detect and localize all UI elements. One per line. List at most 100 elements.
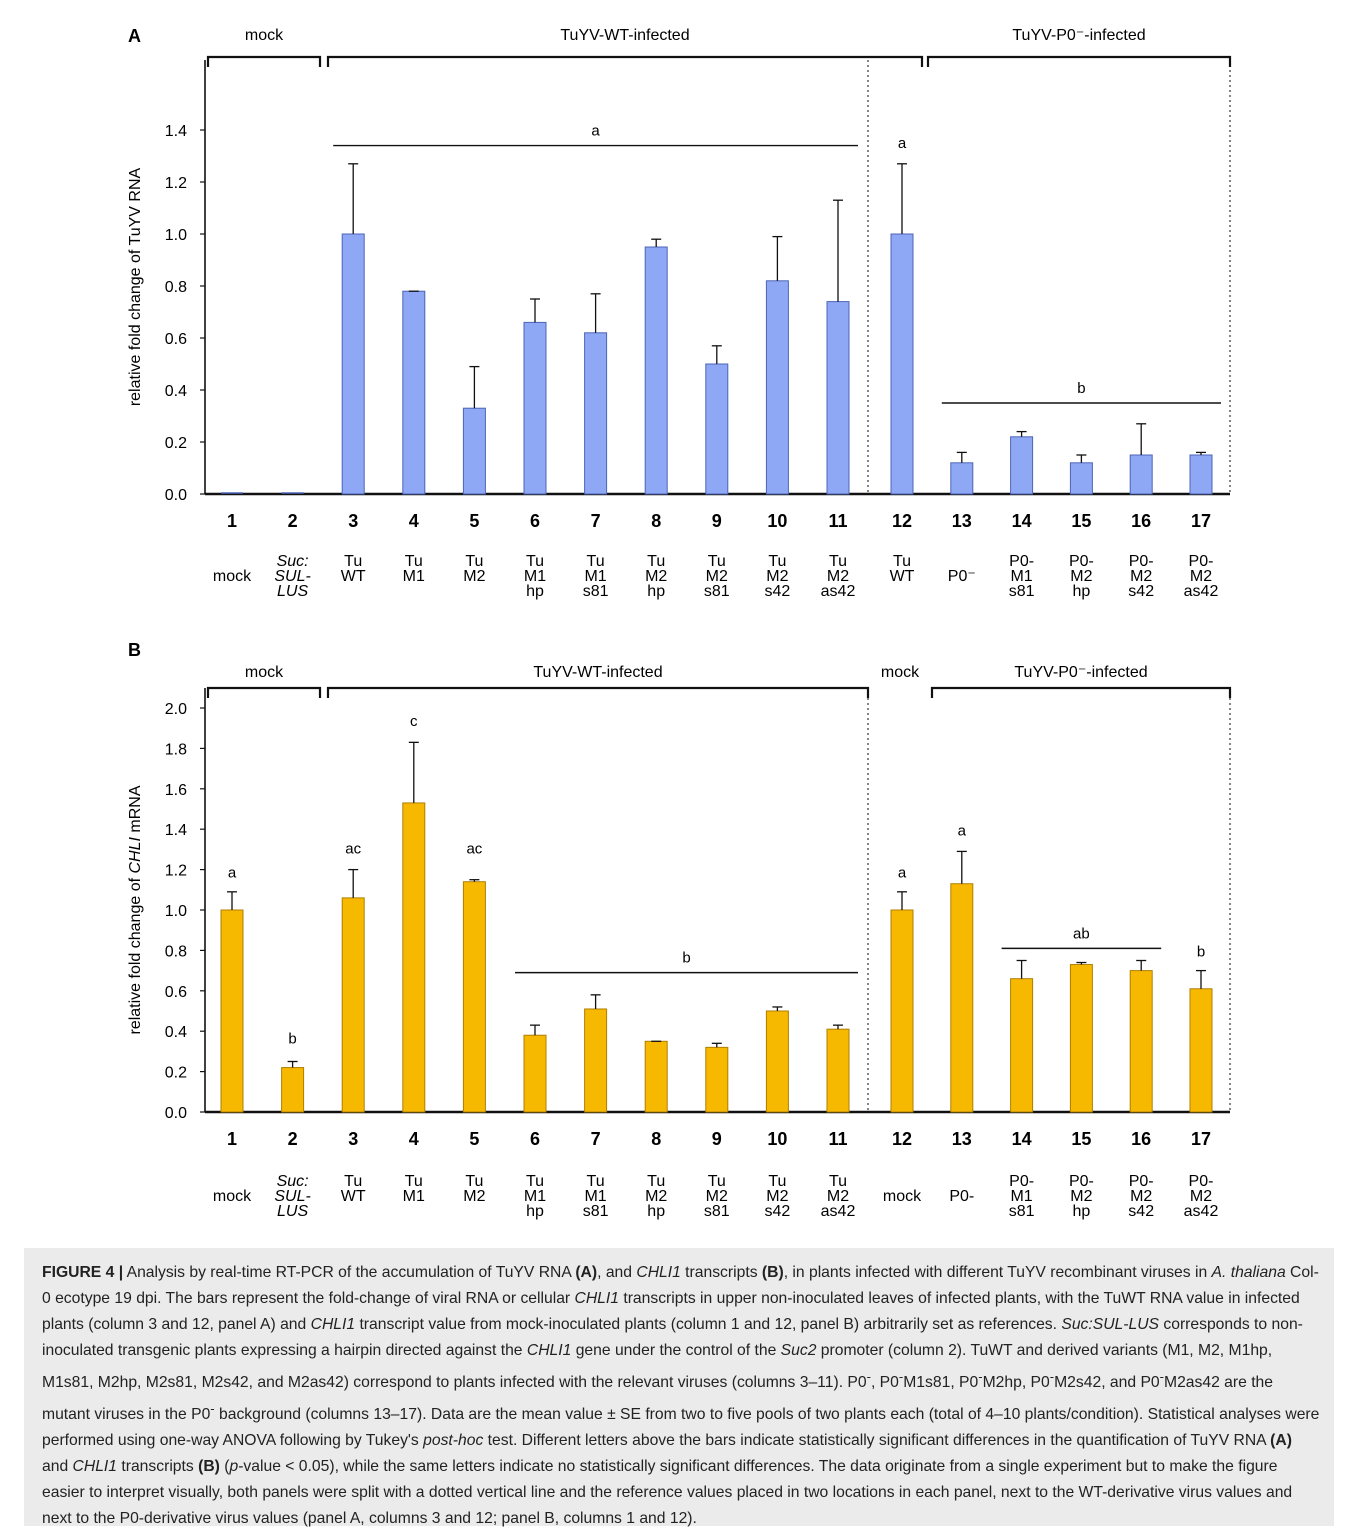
column-label: M2 (706, 1188, 728, 1205)
column-label: s81 (704, 583, 730, 600)
group-label: TuYV-WT-infected (560, 27, 689, 44)
group-label: mock (245, 27, 284, 44)
bar (890, 233, 914, 495)
column-number: 11 (828, 511, 847, 531)
bar (220, 909, 244, 1113)
figure-svg: A 0.0 0.2 0.4 0.6 0.8 1.0 1.2 1.4 relative fold c… (127, 26, 1232, 1220)
column-label: mock (883, 1188, 922, 1205)
significance-letter: a (591, 123, 600, 140)
group-bracket (206, 686, 322, 698)
column-label: M2 (766, 1188, 788, 1205)
column-number: 7 (591, 511, 601, 531)
bar (341, 233, 365, 495)
column-label: Tu (647, 1173, 665, 1190)
column-label: M1 (524, 568, 546, 585)
column-label: M2 (827, 1188, 849, 1205)
column-number: 3 (348, 511, 358, 531)
bar (1129, 970, 1153, 1113)
column-label: Tu (647, 553, 665, 570)
column-number: 1 (227, 511, 237, 531)
column-label: Tu (344, 1173, 362, 1190)
bar (1010, 436, 1034, 495)
bar (950, 462, 974, 495)
column-number: 10 (767, 511, 787, 531)
column-label: Tu (768, 1173, 786, 1190)
column-label: SUL- (274, 568, 310, 585)
bar (1069, 964, 1093, 1113)
bar (281, 1067, 305, 1113)
column-label: M2 (827, 568, 849, 585)
column-label: M2 (1070, 1188, 1092, 1205)
y-tick-label: 1.6 (165, 782, 187, 799)
group-bracket (326, 55, 924, 67)
column-label: SUL- (274, 1188, 310, 1205)
column-number: 17 (1191, 511, 1211, 531)
y-tick-label: 0.8 (165, 943, 187, 960)
column-number: 4 (409, 511, 419, 531)
bar (644, 1040, 668, 1113)
bar (1010, 978, 1034, 1113)
group-label: TuYV-P0⁻-infected (1012, 27, 1145, 44)
column-label: hp (647, 583, 665, 600)
column-label: s42 (1128, 583, 1154, 600)
column-label: s81 (583, 1203, 609, 1220)
column-label: P0- (1009, 553, 1034, 570)
column-number: 6 (530, 511, 540, 531)
group-label: TuYV-WT-infected (533, 664, 662, 681)
column-label: P0- (1129, 1173, 1154, 1190)
significance-letter: c (410, 713, 418, 730)
figure-caption: FIGURE 4 | Analysis by real-time RT-PCR … (24, 1248, 1334, 1527)
column-number: 5 (469, 511, 479, 531)
y-tick-label: 1.2 (165, 863, 187, 880)
column-label: hp (526, 583, 544, 600)
column-number: 13 (952, 511, 972, 531)
y-tick-label: 1.4 (165, 123, 187, 140)
column-number: 13 (952, 1129, 972, 1149)
column-label: WT (341, 568, 366, 585)
column-number: 12 (892, 511, 912, 531)
y-tick-label: 0.4 (165, 383, 187, 400)
significance-letter: a (958, 822, 967, 839)
column-label: M2 (1070, 568, 1092, 585)
group-bracket (926, 55, 1232, 67)
column-label: M2 (766, 568, 788, 585)
column-label: P0- (1189, 1173, 1214, 1190)
column-label: P0- (949, 1188, 974, 1205)
column-label: s42 (765, 583, 791, 600)
column-label: Suc: (277, 1173, 309, 1190)
y-axis-label: relative fold change of CHLI mRNA (127, 785, 144, 1034)
column-label: M1 (524, 1188, 546, 1205)
column-label: M1 (1010, 1188, 1032, 1205)
bar (402, 290, 426, 495)
y-tick-label: 0.8 (165, 279, 187, 296)
significance-letter: a (228, 865, 237, 882)
significance-letter: b (288, 1030, 296, 1047)
column-number: 15 (1071, 1129, 1091, 1149)
y-tick-label: 0.0 (165, 487, 187, 504)
column-label: hp (647, 1203, 665, 1220)
column-label: mock (213, 1188, 252, 1205)
column-label: M2 (1130, 1188, 1152, 1205)
group-bracket (326, 686, 870, 698)
column-label: Tu (344, 553, 362, 570)
chart-panel-A: A 0.0 0.2 0.4 0.6 0.8 1.0 1.2 1.4 relative fold c… (127, 26, 1232, 600)
y-tick-label: 0.2 (165, 435, 187, 452)
column-label: hp (1073, 583, 1091, 600)
column-number: 8 (651, 1129, 661, 1149)
bar (1189, 454, 1213, 495)
column-label: P0- (1189, 553, 1214, 570)
column-label: WT (890, 568, 915, 585)
column-number: 14 (1012, 511, 1032, 531)
column-label: as42 (1184, 583, 1219, 600)
column-label: Tu (405, 1173, 423, 1190)
column-label: Tu (526, 553, 544, 570)
caption-text: FIGURE 4 | Analysis by real-time RT-PCR … (42, 1264, 1320, 1528)
column-label: mock (213, 568, 252, 585)
column-label: Tu (465, 1173, 483, 1190)
column-label: P0- (1009, 1173, 1034, 1190)
column-label: M1 (1010, 568, 1032, 585)
column-number: 2 (288, 1129, 298, 1149)
column-number: 6 (530, 1129, 540, 1149)
bar (584, 1008, 608, 1113)
column-label: M2 (1190, 568, 1212, 585)
